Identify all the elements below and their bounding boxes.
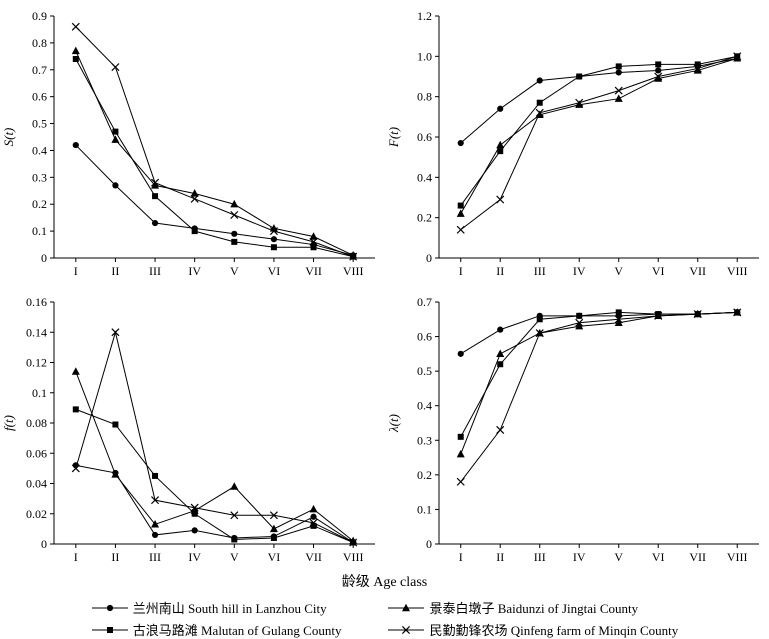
svg-text:V: V bbox=[614, 550, 623, 564]
svg-text:VII: VII bbox=[305, 264, 322, 278]
circle-marker-icon bbox=[91, 602, 129, 614]
svg-text:IV: IV bbox=[188, 264, 201, 278]
svg-text:II: II bbox=[111, 264, 119, 278]
svg-text:IV: IV bbox=[188, 550, 201, 564]
svg-text:0.4: 0.4 bbox=[32, 143, 47, 157]
svg-text:0.8: 0.8 bbox=[417, 90, 432, 104]
hazard-rate-chart: 00.10.20.30.40.50.60.7I II III IV V VI VII VIII… bbox=[386, 295, 759, 564]
svg-text:0.04: 0.04 bbox=[26, 477, 47, 491]
svg-text:0.16: 0.16 bbox=[26, 295, 47, 309]
svg-text:I: I bbox=[74, 264, 78, 278]
legend: 兰州南山 South hill in Lanzhou City 景泰白墩子 Ba… bbox=[91, 598, 678, 639]
svg-text:VI: VI bbox=[268, 264, 281, 278]
svg-text:0.4: 0.4 bbox=[417, 399, 432, 413]
svg-text:1.2: 1.2 bbox=[417, 9, 432, 23]
svg-text:IV: IV bbox=[573, 264, 586, 278]
svg-text:0.1: 0.1 bbox=[417, 502, 432, 516]
panel-mortality-density: 0 0.02 0.04 0.06 0.08 0.1 0.12 0.14 0.16 I II III IV… bbox=[0, 288, 385, 574]
svg-text:0.4: 0.4 bbox=[417, 170, 432, 184]
cumulative-mortality-chart: 00.20.40.60.81.01.2I II III IV V VI VII VIIIF(t… bbox=[386, 9, 759, 278]
legend-label: 兰州南山 South hill in Lanzhou City bbox=[132, 601, 327, 616]
svg-text:0.2: 0.2 bbox=[417, 211, 432, 225]
svg-text:0.1: 0.1 bbox=[32, 386, 47, 400]
svg-text:I: I bbox=[74, 550, 78, 564]
svg-text:0.2: 0.2 bbox=[32, 197, 47, 211]
svg-text:0.6: 0.6 bbox=[32, 90, 47, 104]
svg-text:0: 0 bbox=[41, 537, 47, 551]
svg-text:VIII: VIII bbox=[343, 550, 364, 564]
svg-text:0.12: 0.12 bbox=[26, 356, 47, 370]
svg-text:0.3: 0.3 bbox=[417, 433, 432, 447]
svg-text:F(t): F(t) bbox=[386, 127, 401, 148]
svg-text:II: II bbox=[496, 264, 504, 278]
mortality-density-chart: 00.020.040.060.080.10.120.140.16I II III IV… bbox=[1, 295, 375, 564]
svg-text:0.5: 0.5 bbox=[417, 364, 432, 378]
legend-item-malutan: 古浪马路滩 Malutan of Gulang County bbox=[91, 620, 342, 639]
svg-text:V: V bbox=[230, 550, 239, 564]
svg-text:IV: IV bbox=[573, 550, 586, 564]
svg-text:VI: VI bbox=[268, 550, 281, 564]
legend-item-lanzhou: 兰州南山 South hill in Lanzhou City bbox=[91, 598, 342, 617]
svg-text:0.7: 0.7 bbox=[32, 63, 47, 77]
svg-text:0.1: 0.1 bbox=[32, 224, 47, 238]
panel-hazard-rate: 0 0.1 0.2 0.3 0.4 0.5 0.6 0.7 I II III IV V VI VII VIII… bbox=[385, 288, 769, 574]
svg-text:V: V bbox=[614, 264, 623, 278]
svg-text:0: 0 bbox=[41, 251, 47, 265]
svg-text:0.3: 0.3 bbox=[32, 170, 47, 184]
legend-label: 景泰白墩子 Baidunzi of Jingtai County bbox=[429, 601, 639, 616]
svg-text:0.7: 0.7 bbox=[417, 295, 432, 309]
svg-text:III: III bbox=[534, 550, 546, 564]
svg-text:0.6: 0.6 bbox=[417, 130, 432, 144]
survival-chart: 00.10.20.30.40.50.60.70.80.9I II III IV V VI V… bbox=[1, 9, 375, 278]
svg-text:III: III bbox=[534, 264, 546, 278]
legend-item-qinfeng: 民勤勤锋农场 Qinfeng farm of Minqin County bbox=[387, 620, 678, 639]
svg-text:VIII: VIII bbox=[727, 550, 748, 564]
x-marker-icon bbox=[387, 624, 425, 636]
legend-label: 民勤勤锋农场 Qinfeng farm of Minqin County bbox=[429, 623, 679, 638]
svg-text:0.6: 0.6 bbox=[417, 330, 432, 344]
svg-text:III: III bbox=[149, 550, 161, 564]
svg-text:I: I bbox=[459, 264, 463, 278]
svg-text:0: 0 bbox=[426, 537, 432, 551]
svg-text:0.14: 0.14 bbox=[26, 325, 47, 339]
svg-text:0: 0 bbox=[426, 251, 432, 265]
svg-text:I: I bbox=[459, 550, 463, 564]
svg-text:0.2: 0.2 bbox=[417, 468, 432, 482]
svg-text:VI: VI bbox=[652, 264, 665, 278]
svg-text:S(t): S(t) bbox=[1, 128, 16, 147]
svg-text:0.02: 0.02 bbox=[26, 507, 47, 521]
svg-text:II: II bbox=[111, 550, 119, 564]
panel-survival: 0 0.1 0.2 0.3 0.4 0.5 0.6 0.7 0.8 0.9 I II III IV V VI V… bbox=[0, 2, 385, 288]
legend-label: 古浪马路滩 Malutan of Gulang County bbox=[132, 623, 342, 638]
svg-text:V: V bbox=[230, 264, 239, 278]
svg-text:0.9: 0.9 bbox=[32, 9, 47, 23]
svg-text:III: III bbox=[149, 264, 161, 278]
svg-text:f(t): f(t) bbox=[1, 415, 16, 431]
svg-text:VIII: VIII bbox=[343, 264, 364, 278]
svg-text:VII: VII bbox=[689, 264, 706, 278]
svg-text:0.8: 0.8 bbox=[32, 36, 47, 50]
square-marker-icon bbox=[91, 624, 129, 636]
triangle-marker-icon bbox=[387, 602, 425, 614]
svg-text:0.06: 0.06 bbox=[26, 446, 47, 460]
panel-cumulative-mortality: 0 0.2 0.4 0.6 0.8 1.0 1.2 I II III IV V VI VII VIII F(t… bbox=[385, 2, 769, 288]
chart-grid: 0 0.1 0.2 0.3 0.4 0.5 0.6 0.7 0.8 0.9 I II III IV V VI V… bbox=[0, 2, 769, 574]
svg-text:0.5: 0.5 bbox=[32, 117, 47, 131]
svg-text:λ(t): λ(t) bbox=[386, 414, 401, 433]
svg-text:VI: VI bbox=[652, 550, 665, 564]
svg-text:VII: VII bbox=[689, 550, 706, 564]
svg-text:0.08: 0.08 bbox=[26, 416, 47, 430]
svg-text:VIII: VIII bbox=[727, 264, 748, 278]
legend-item-baidunzi: 景泰白墩子 Baidunzi of Jingtai County bbox=[387, 598, 678, 617]
svg-text:VII: VII bbox=[305, 550, 322, 564]
svg-text:1.0: 1.0 bbox=[417, 49, 432, 63]
x-axis-label: 龄级 Age class bbox=[341, 575, 428, 590]
svg-text:II: II bbox=[496, 550, 504, 564]
